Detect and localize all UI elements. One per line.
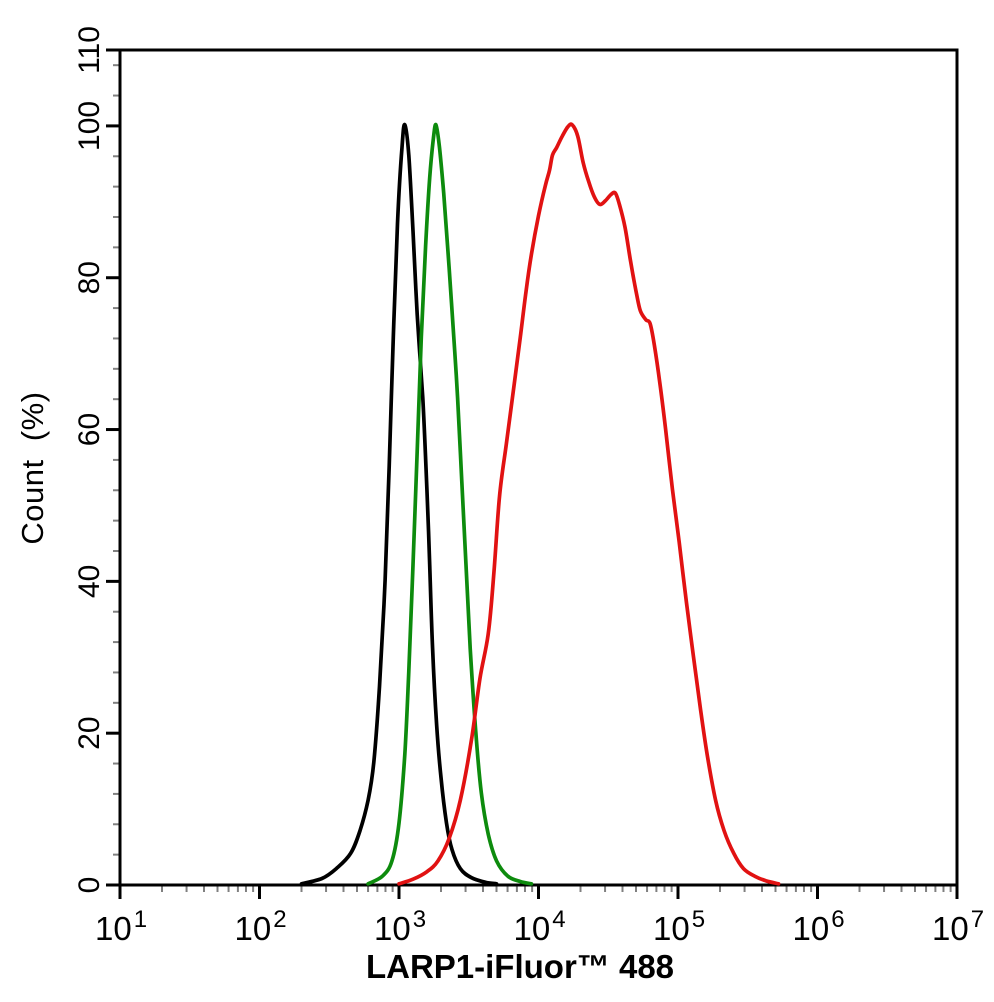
plot-frame (118, 48, 959, 887)
x-tick-label-10e6: 106 (793, 906, 845, 947)
y-axis-title: Count (%) (15, 391, 50, 545)
y-axis-major-ticks (106, 48, 120, 887)
y-tick-label-60: 60 (73, 413, 106, 446)
y-tick-label-40: 40 (73, 565, 106, 598)
x-tick-label-10e3: 103 (374, 906, 426, 947)
x-axis-tick-labels: 101 102 103 104 105 106 107 (95, 906, 984, 947)
x-tick-label-10e4: 104 (514, 906, 566, 947)
x-tick-label-10e1: 101 (95, 906, 147, 947)
black-curve (299, 122, 499, 886)
y-tick-label-20: 20 (73, 716, 106, 749)
x-axis-title: LARP1-iFluor™ 488 (365, 948, 675, 985)
green-curve (366, 122, 534, 886)
red-curve (397, 122, 781, 886)
x-tick-label-10e5: 105 (653, 906, 705, 947)
y-axis-tick-labels: 0 20 40 60 80 100 110 (73, 26, 106, 893)
x-axis-major-ticks (118, 885, 959, 899)
y-tick-label-110: 110 (73, 26, 106, 74)
y-tick-label-0: 0 (73, 877, 106, 894)
x-tick-label-10e2: 102 (235, 906, 287, 947)
x-tick-label-10e7: 107 (932, 906, 984, 947)
y-tick-label-80: 80 (73, 261, 106, 294)
y-tick-label-100: 100 (73, 101, 106, 151)
